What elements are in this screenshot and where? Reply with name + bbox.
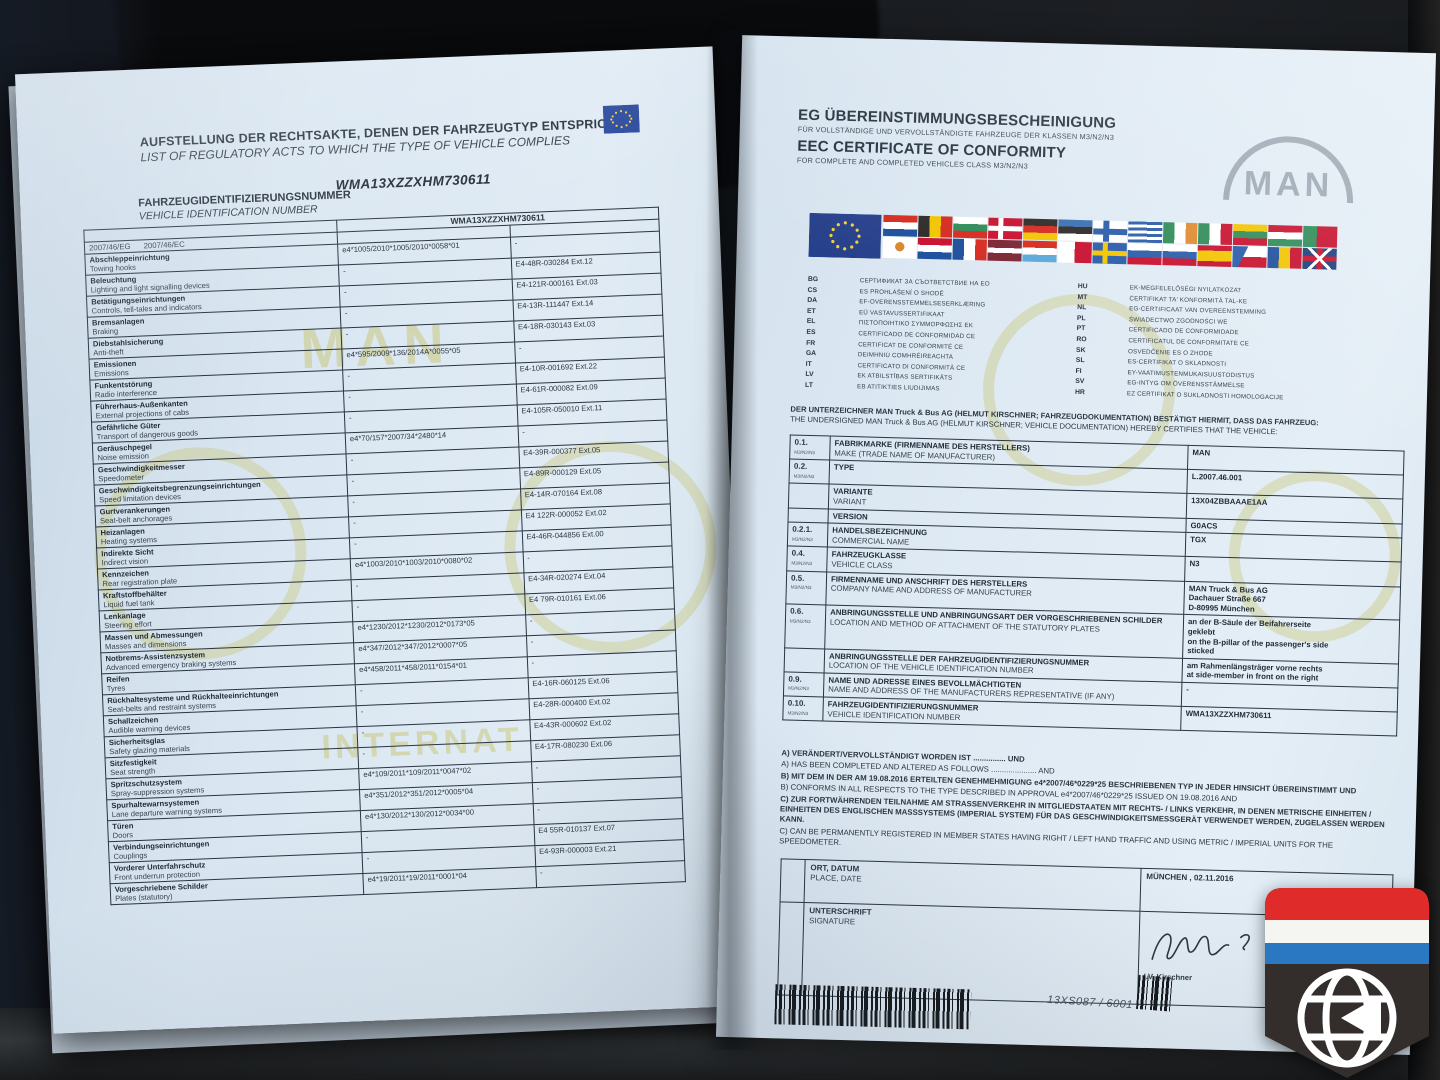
left-page-title: AUFSTELLUNG DER RECHTSAKTE, DENEN DER FA…: [140, 116, 625, 165]
field-value: MAN Truck & Bus AG Dachauer Straße 667 D…: [1183, 580, 1401, 621]
flag-es: [1197, 245, 1232, 267]
eu-member-flags-strip: [808, 212, 1338, 271]
eu-flag-icon: [808, 212, 882, 259]
language-code: HR: [1074, 388, 1085, 397]
flag-ie: [1162, 222, 1198, 245]
right-page: EG ÜBEREINSTIMMUNGSBESCHEINIGUNG FÜR VOL…: [716, 35, 1436, 1055]
flag-lt: [1232, 224, 1268, 246]
flag-cz: [1232, 246, 1267, 268]
member-flags: [882, 214, 1338, 271]
field-number: 0.1.: [794, 437, 809, 447]
flag-nl: [917, 237, 952, 260]
field-class: M3/N2/N3: [788, 685, 809, 692]
field-class: M3/N2/N3: [794, 449, 816, 455]
conformity-statements: A) VERÄNDERT/VERVOLLSTÄNDIGT WORDEN IST …: [779, 748, 1389, 864]
vin-label: FAHRZEUGIDENTIFIZIERUNGSNUMMER VEHICLE I…: [138, 189, 352, 224]
vin-number-heading: WMA13XZZXHM730611: [335, 171, 492, 193]
language-column-right: HU EK-MEGFELELŐSÉGI NYILATKOZAT MT ĊERTI…: [1075, 282, 1348, 406]
globe-icon: [1297, 968, 1397, 1068]
field-number: 0.2.: [793, 461, 808, 472]
field-class: M3/N2/N3: [793, 473, 815, 479]
flag-sk: [1127, 243, 1162, 266]
dealer-badge: [1265, 888, 1429, 1078]
field-class: [793, 486, 824, 487]
flag-si: [1162, 244, 1197, 267]
field-number: 0.10.: [787, 698, 806, 709]
field-class: M3/N2/N3: [787, 710, 809, 716]
language-code: LT: [804, 381, 813, 389]
flag-lv: [987, 239, 1022, 262]
field-class: M3/N2/N3: [789, 618, 811, 624]
vehicle-fields-table: 0.1. M3/N2/N3 FABRIKMARKE (FIRMENNAME DE…: [782, 434, 1405, 737]
field-value: WMA13XZZXHM730611: [1180, 706, 1398, 737]
field-class: [789, 650, 820, 651]
regulatory-acts-table: WMA13XZZXHM730611 2007/46/EG 2007/46/EC: [83, 207, 686, 906]
field-number: [793, 510, 824, 511]
svg-text:MAN: MAN: [1243, 164, 1333, 204]
flag-se: [1092, 242, 1127, 265]
flag-dk: [987, 217, 1023, 240]
flag-fi: [1092, 220, 1128, 243]
right-page-title: EG ÜBEREINSTIMMUNGSBESCHEINIGUNG FÜR VOL…: [797, 107, 1117, 179]
shield-icon: [1265, 888, 1429, 1078]
dutch-flag-white: [1265, 920, 1429, 943]
dutch-flag-blue: [1265, 943, 1429, 964]
flag-bg: [953, 216, 988, 239]
flag-gr: [1127, 221, 1163, 244]
flag-hu: [1267, 224, 1303, 247]
dutch-flag-red: [1265, 888, 1429, 920]
flag-lu: [1022, 240, 1057, 263]
certifier-statement: DER UNTERZEICHNER MAN Truck & Bus AG (HE…: [790, 404, 1390, 440]
flag-fr: [952, 238, 987, 261]
left-page: MAN INTERNAT AUFSTELLUNG DER RECHTSAKTE,…: [15, 46, 751, 1034]
language-text: EB ATITIKTIES LIUDIJIMAS: [856, 383, 940, 393]
barcode-small: [1136, 974, 1173, 1012]
field-class: [793, 510, 824, 511]
barcode: [774, 984, 972, 1030]
flag-mt: [1057, 241, 1092, 264]
field-class: M3/N2/N3: [791, 536, 813, 542]
flag-uk: [1302, 247, 1337, 270]
signature-row: UNTERSCHRIFT SIGNATURE I.V. Kirschner: [777, 901, 1392, 1011]
man-logo: MAN: [1223, 136, 1354, 205]
field-class: M3/N2/N3: [790, 584, 812, 591]
directive-de: 2007/46/EG: [88, 241, 131, 253]
flag-de: [1022, 218, 1058, 241]
field-value: an der B-Säule der Beifahrerseite gekleb…: [1182, 614, 1400, 664]
signature: [1151, 933, 1250, 960]
flag-ro: [1267, 246, 1302, 269]
language-column-left: BG СЕРТИФИКАТ ЗА СЪОТВЕТСТВИЕ НА ЕО CS E…: [805, 275, 1078, 399]
flag-pt: [1302, 225, 1338, 248]
flag-ee: [1057, 219, 1093, 242]
signature-table: ORT, DATUM PLACE, DATE MÜNCHEN , 02.11.2…: [777, 858, 1393, 1011]
field-number: 0.2.1.: [792, 524, 813, 535]
language-list: BG СЕРТИФИКАТ ЗА СЪОТВЕТСТВИЕ НА ЕО CS E…: [805, 275, 1368, 406]
directive-en: 2007/46/EC: [143, 239, 185, 251]
page-fold-shadow: [706, 30, 758, 1050]
flag-it: [1197, 223, 1233, 245]
flag-be: [918, 215, 953, 238]
flag-cy: [882, 236, 917, 259]
field-number: [789, 650, 820, 651]
eu-flag-icon: [602, 104, 640, 134]
field-class: M3/N2/N3: [791, 560, 813, 567]
field-number: [793, 486, 824, 487]
flag-hr: [883, 214, 918, 237]
